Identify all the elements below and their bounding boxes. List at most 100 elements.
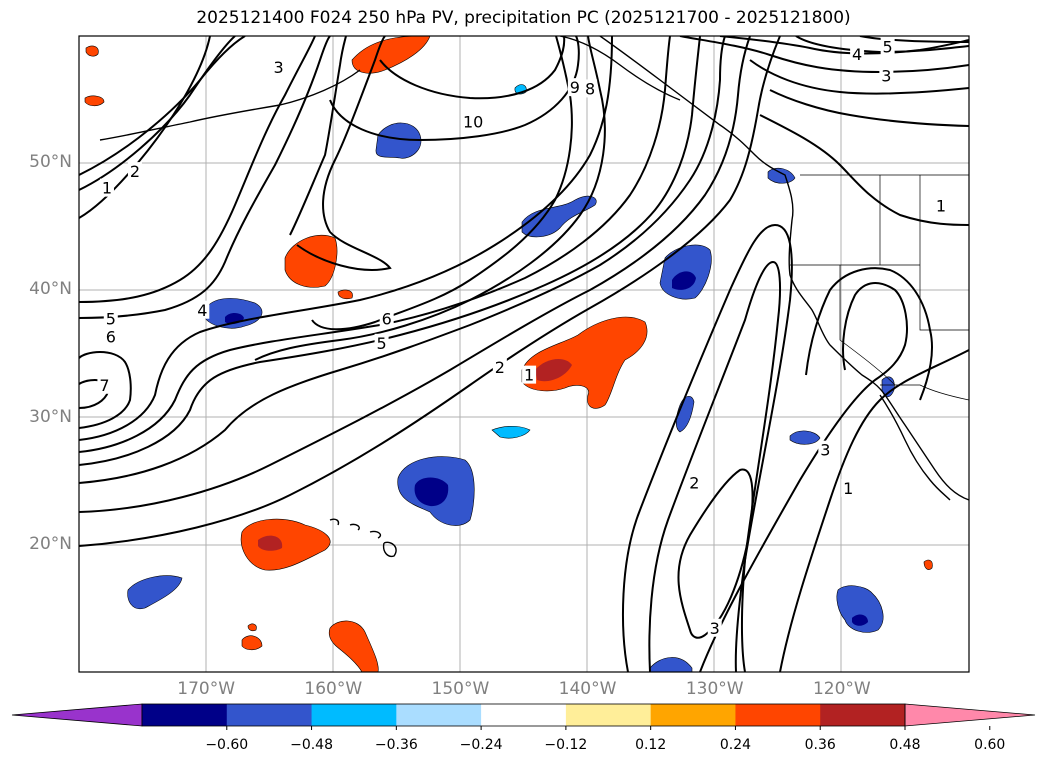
precip-blob — [375, 122, 422, 159]
hawaii-islands — [329, 518, 397, 558]
pv-contour — [79, 36, 236, 191]
precip-blob — [521, 195, 597, 238]
precip-blob — [852, 614, 868, 626]
precip-blob — [241, 635, 263, 651]
contour-label: 10 — [463, 112, 483, 131]
contour-label-bg — [195, 300, 210, 319]
pv-contour — [779, 349, 969, 672]
colorbar-tick-label: 0.36 — [804, 737, 836, 753]
precip-blob — [240, 518, 331, 571]
contour-label: 1 — [524, 366, 534, 385]
precip-blob — [414, 477, 449, 507]
precip-blob — [535, 358, 572, 382]
pv-contour — [749, 59, 969, 95]
contour-label: 7 — [99, 376, 109, 395]
contour-label: 3 — [710, 619, 720, 638]
lat-label: 40°N — [29, 279, 72, 300]
colorbar-tick-label: −0.48 — [290, 737, 333, 753]
contour-label: 4 — [197, 301, 207, 320]
contour-label: 3 — [274, 58, 284, 77]
colorbar-tick-label: −0.36 — [374, 737, 418, 753]
pv-contour — [379, 36, 566, 100]
colorbar-tick-label: −0.12 — [544, 737, 588, 753]
pv-contour — [795, 36, 969, 54]
contour-label-bg — [707, 618, 722, 637]
contour-label-bg — [567, 78, 582, 97]
lon-label: 170°W — [177, 679, 236, 699]
pv-contour — [769, 89, 969, 127]
borders — [790, 174, 969, 401]
contour-label: 9 — [570, 78, 580, 97]
pv-contour — [254, 36, 606, 361]
contour-label: 5 — [106, 310, 116, 329]
contour-label-bg — [99, 178, 114, 197]
contour-label: 8 — [585, 79, 595, 98]
contour-label-bg — [522, 365, 537, 384]
contour-label: 3 — [881, 67, 891, 86]
lon-label: 160°W — [304, 679, 363, 699]
precip-blob — [127, 575, 183, 610]
contour-label: 6 — [106, 327, 116, 346]
contour-label: 2 — [689, 474, 699, 493]
contour-label: 5 — [883, 37, 893, 56]
pv-contour — [79, 36, 613, 441]
colorbar-extend-high — [904, 703, 1036, 727]
precip-blob — [84, 95, 105, 107]
colorbar — [11, 703, 1036, 730]
contour-label-bg — [583, 79, 598, 98]
coastline-alaska — [559, 36, 681, 101]
state-borders — [790, 175, 969, 386]
contour-label-bg — [850, 45, 865, 64]
colorbar-segment — [820, 704, 906, 726]
contour-label-bg — [103, 327, 118, 346]
colorbar-segment — [735, 704, 821, 726]
lon-label: 150°W — [431, 679, 490, 699]
contour-label: 2 — [495, 358, 505, 377]
precip-blob — [258, 535, 283, 551]
colorbar-extend-low — [11, 703, 143, 727]
coastlines — [99, 36, 969, 558]
colorbar-tick-label: 0.24 — [719, 737, 752, 753]
precip-blob — [247, 623, 257, 632]
colorbar-tick-label: 0.48 — [889, 737, 921, 753]
colorbar-segment — [311, 704, 397, 726]
contour-label: 1 — [843, 479, 853, 498]
pv-contour — [79, 36, 671, 453]
colorbar-segment — [226, 704, 313, 726]
precip-blob — [836, 585, 884, 633]
contour-label-bg — [461, 112, 486, 131]
pv-contour — [79, 36, 246, 176]
pv-contour — [79, 36, 701, 466]
pv-contour — [759, 114, 969, 226]
precip-blob — [923, 559, 933, 570]
precip-positive — [84, 36, 933, 672]
contour-label: 3 — [820, 441, 830, 460]
precip-blob — [85, 45, 99, 57]
contour-label-bg — [379, 309, 394, 328]
contour-label: 1 — [102, 179, 112, 198]
pv-contour — [677, 468, 754, 639]
lon-label: 140°W — [558, 679, 617, 699]
precip-blob — [767, 167, 796, 184]
colorbar-segment — [565, 704, 652, 726]
contour-label-bg — [879, 66, 894, 85]
pv-contour — [79, 36, 331, 319]
map-title: 2025121400 F024 250 hPa PV, precipitatio… — [196, 8, 851, 28]
contour-label-bg — [97, 375, 112, 394]
pv-contour — [648, 260, 782, 672]
contour-label: 6 — [382, 310, 392, 329]
contour-label-bg — [127, 162, 142, 181]
colorbar-tick-label: 0.60 — [974, 737, 1006, 753]
colorbar-tick-label: −0.60 — [205, 737, 249, 753]
pv-contour — [805, 267, 933, 401]
precip-negative — [127, 84, 895, 672]
colorbar-frame — [141, 703, 906, 727]
plot-frame — [78, 35, 970, 673]
contour-label: 4 — [852, 45, 862, 64]
pv-contour — [679, 36, 969, 74]
pv-contours — [79, 36, 969, 672]
precip-blob — [351, 36, 431, 74]
pv-contour — [289, 36, 347, 236]
coastline-north-america — [599, 36, 969, 501]
